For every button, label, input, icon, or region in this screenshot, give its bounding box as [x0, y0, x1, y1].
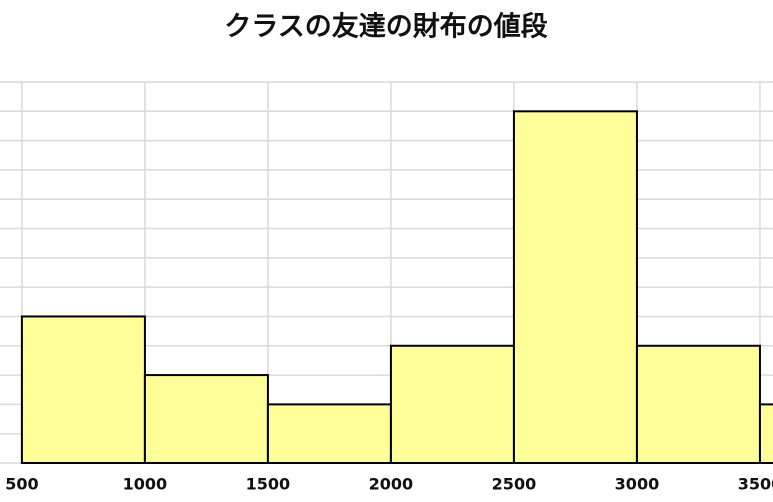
x-tick-label: 2000 [369, 475, 414, 494]
bar [635, 344, 761, 464]
bar [512, 110, 638, 465]
x-tick-label: 500 [5, 475, 38, 494]
x-tick-label: 1000 [123, 475, 168, 494]
bars [20, 110, 773, 465]
x-tick-label: 1500 [246, 475, 291, 494]
bar [143, 374, 269, 465]
bar [266, 403, 392, 464]
x-tick-label: 3000 [615, 475, 660, 494]
chart-title: クラスの友達の財布の値段 [224, 12, 547, 43]
bar [389, 344, 515, 464]
bar [758, 403, 773, 464]
x-tick-label: 2500 [492, 475, 537, 494]
bar [20, 315, 146, 465]
labels: 500 1000 1500 2000 2500 3000 3500 [5, 475, 773, 494]
x-tick-label: 3500 [738, 475, 773, 494]
